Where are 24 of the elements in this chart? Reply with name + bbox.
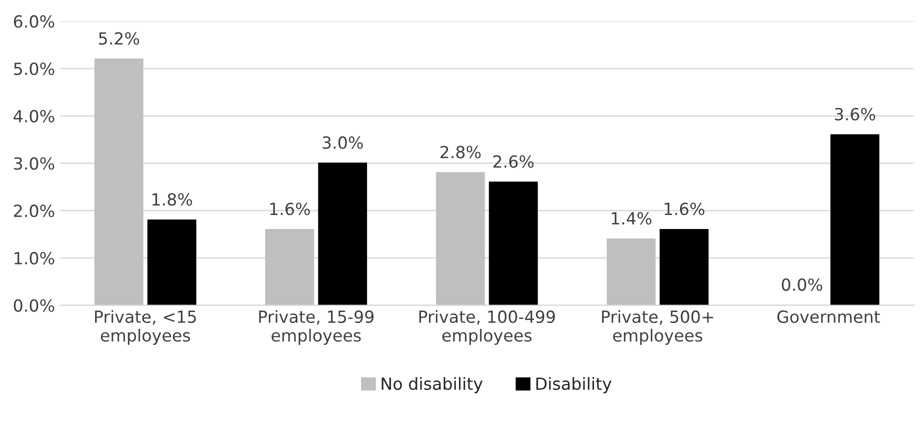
data-label: 1.4% — [612, 212, 652, 225]
x-tick-label: Government — [777, 310, 880, 324]
data-label: 1.6% — [270, 202, 310, 216]
legend-label: No disability — [382, 377, 483, 394]
data-label: 2.8% — [440, 146, 481, 158]
y-tick-label: 3.0% — [14, 157, 54, 170]
y-tick-label: 4.0% — [14, 110, 54, 122]
x-tick-label: Private, 15-99 employees — [259, 310, 374, 345]
data-label: 1.6% — [664, 202, 704, 216]
x-tick-label: Private, <15 employees — [95, 310, 196, 345]
y-tick-label: 2.0% — [14, 204, 54, 218]
y-tick-label: 1.0% — [14, 252, 54, 264]
y-tick-label: 6.0% — [14, 15, 54, 28]
y-tick-label: 5.0% — [14, 62, 54, 76]
data-label: 2.6% — [493, 155, 534, 168]
data-label: 0.0% — [782, 278, 822, 291]
x-tick-label: Private, 100-499 employees — [419, 310, 555, 345]
x-tick-label: Private, 500+ employees — [602, 310, 714, 345]
legend-label: Disability — [536, 377, 612, 394]
data-label: 3.6% — [834, 108, 876, 120]
data-label: 5.2% — [99, 32, 140, 45]
data-label: 1.8% — [152, 193, 192, 206]
data-label: 3.0% — [322, 136, 363, 149]
y-tick-label: 0.0% — [14, 299, 54, 312]
